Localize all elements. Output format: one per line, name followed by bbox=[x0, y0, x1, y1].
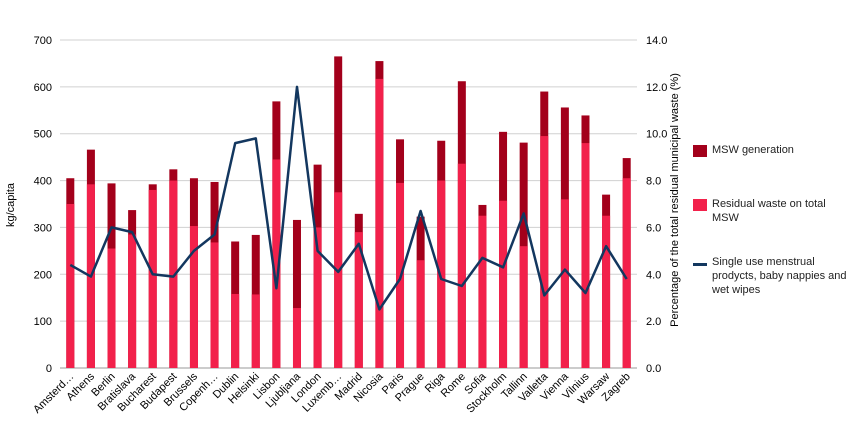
y-tick-label: 700 bbox=[34, 35, 52, 47]
bar-residual-waste bbox=[148, 189, 157, 368]
y-tick-label: 200 bbox=[34, 269, 52, 281]
gridlines bbox=[60, 39, 637, 369]
y-tick-label: 100 bbox=[34, 316, 52, 328]
y-axis-right-label: Percentage of the total residual municip… bbox=[669, 73, 681, 327]
bar-residual-waste bbox=[602, 215, 611, 368]
legend-label-residual-waste: Residual waste on total MSW bbox=[712, 198, 826, 224]
legend-swatch-single-use bbox=[693, 263, 707, 266]
legend-swatch-residual-waste bbox=[693, 199, 707, 211]
y-right-tick-label: 10.0 bbox=[646, 129, 667, 141]
bar-residual-waste bbox=[292, 308, 301, 368]
bar-residual-waste bbox=[540, 136, 549, 368]
y-tick-label: 300 bbox=[34, 222, 52, 234]
left-axis-ticks: 0 100 200 300 400 500 600 700 bbox=[34, 35, 52, 375]
y-right-tick-label: 2.0 bbox=[646, 316, 661, 328]
bar-residual-waste bbox=[107, 248, 116, 368]
bar-residual-waste bbox=[478, 215, 487, 368]
bar-residual-waste bbox=[169, 180, 178, 368]
bar-residual-waste bbox=[272, 159, 281, 368]
bar-residual-waste bbox=[499, 200, 508, 368]
legend-label-msw-generation: MSW generation bbox=[712, 144, 794, 156]
bar-residual-waste bbox=[334, 192, 343, 368]
bar-residual-waste bbox=[457, 163, 466, 368]
bar-residual-waste bbox=[66, 204, 75, 368]
y-right-tick-label: 8.0 bbox=[646, 176, 661, 188]
bar-residual-waste bbox=[416, 260, 425, 368]
bar-residual-waste bbox=[622, 178, 631, 368]
bar-residual-waste bbox=[354, 232, 363, 368]
bar-msw-generation bbox=[292, 219, 301, 368]
bar-residual-waste bbox=[581, 143, 590, 368]
bar-residual-waste bbox=[231, 293, 240, 368]
y-right-tick-label: 14.0 bbox=[646, 35, 667, 47]
y-right-tick-label: 0.0 bbox=[646, 363, 661, 375]
bar-residual-waste bbox=[313, 227, 322, 368]
y-tick-label: 600 bbox=[34, 82, 52, 94]
x-axis-ticks: Amsterd…AthensBerlinBratislavaBucharestB… bbox=[31, 370, 633, 416]
legend-swatch-msw-generation bbox=[693, 145, 707, 157]
y-right-tick-label: 12.0 bbox=[646, 82, 667, 94]
bar-residual-waste bbox=[210, 242, 219, 368]
bar-residual-waste bbox=[251, 294, 260, 368]
y-right-tick-label: 6.0 bbox=[646, 222, 661, 234]
bar-residual-waste bbox=[519, 246, 528, 368]
bar-residual-waste bbox=[437, 180, 446, 368]
y-tick-label: 400 bbox=[34, 176, 52, 188]
y-axis-label: kg/capita bbox=[5, 182, 17, 227]
y-tick-label: 500 bbox=[34, 129, 52, 141]
y-right-tick-label: 4.0 bbox=[646, 269, 661, 281]
bar-residual-waste bbox=[189, 226, 198, 368]
bar-residual-waste bbox=[128, 234, 137, 368]
y-tick-label: 0 bbox=[46, 363, 52, 375]
single-use-line bbox=[69, 85, 628, 311]
bar-residual-waste bbox=[560, 199, 569, 368]
bar-residual-waste bbox=[375, 78, 384, 369]
right-axis-ticks: 0.0 2.0 4.0 6.0 8.0 10.0 12.0 14.0 bbox=[646, 35, 667, 375]
line-single-use-products bbox=[69, 85, 628, 311]
legend-label-single-use: Single use menstrual prodycts, baby napp… bbox=[712, 256, 847, 296]
